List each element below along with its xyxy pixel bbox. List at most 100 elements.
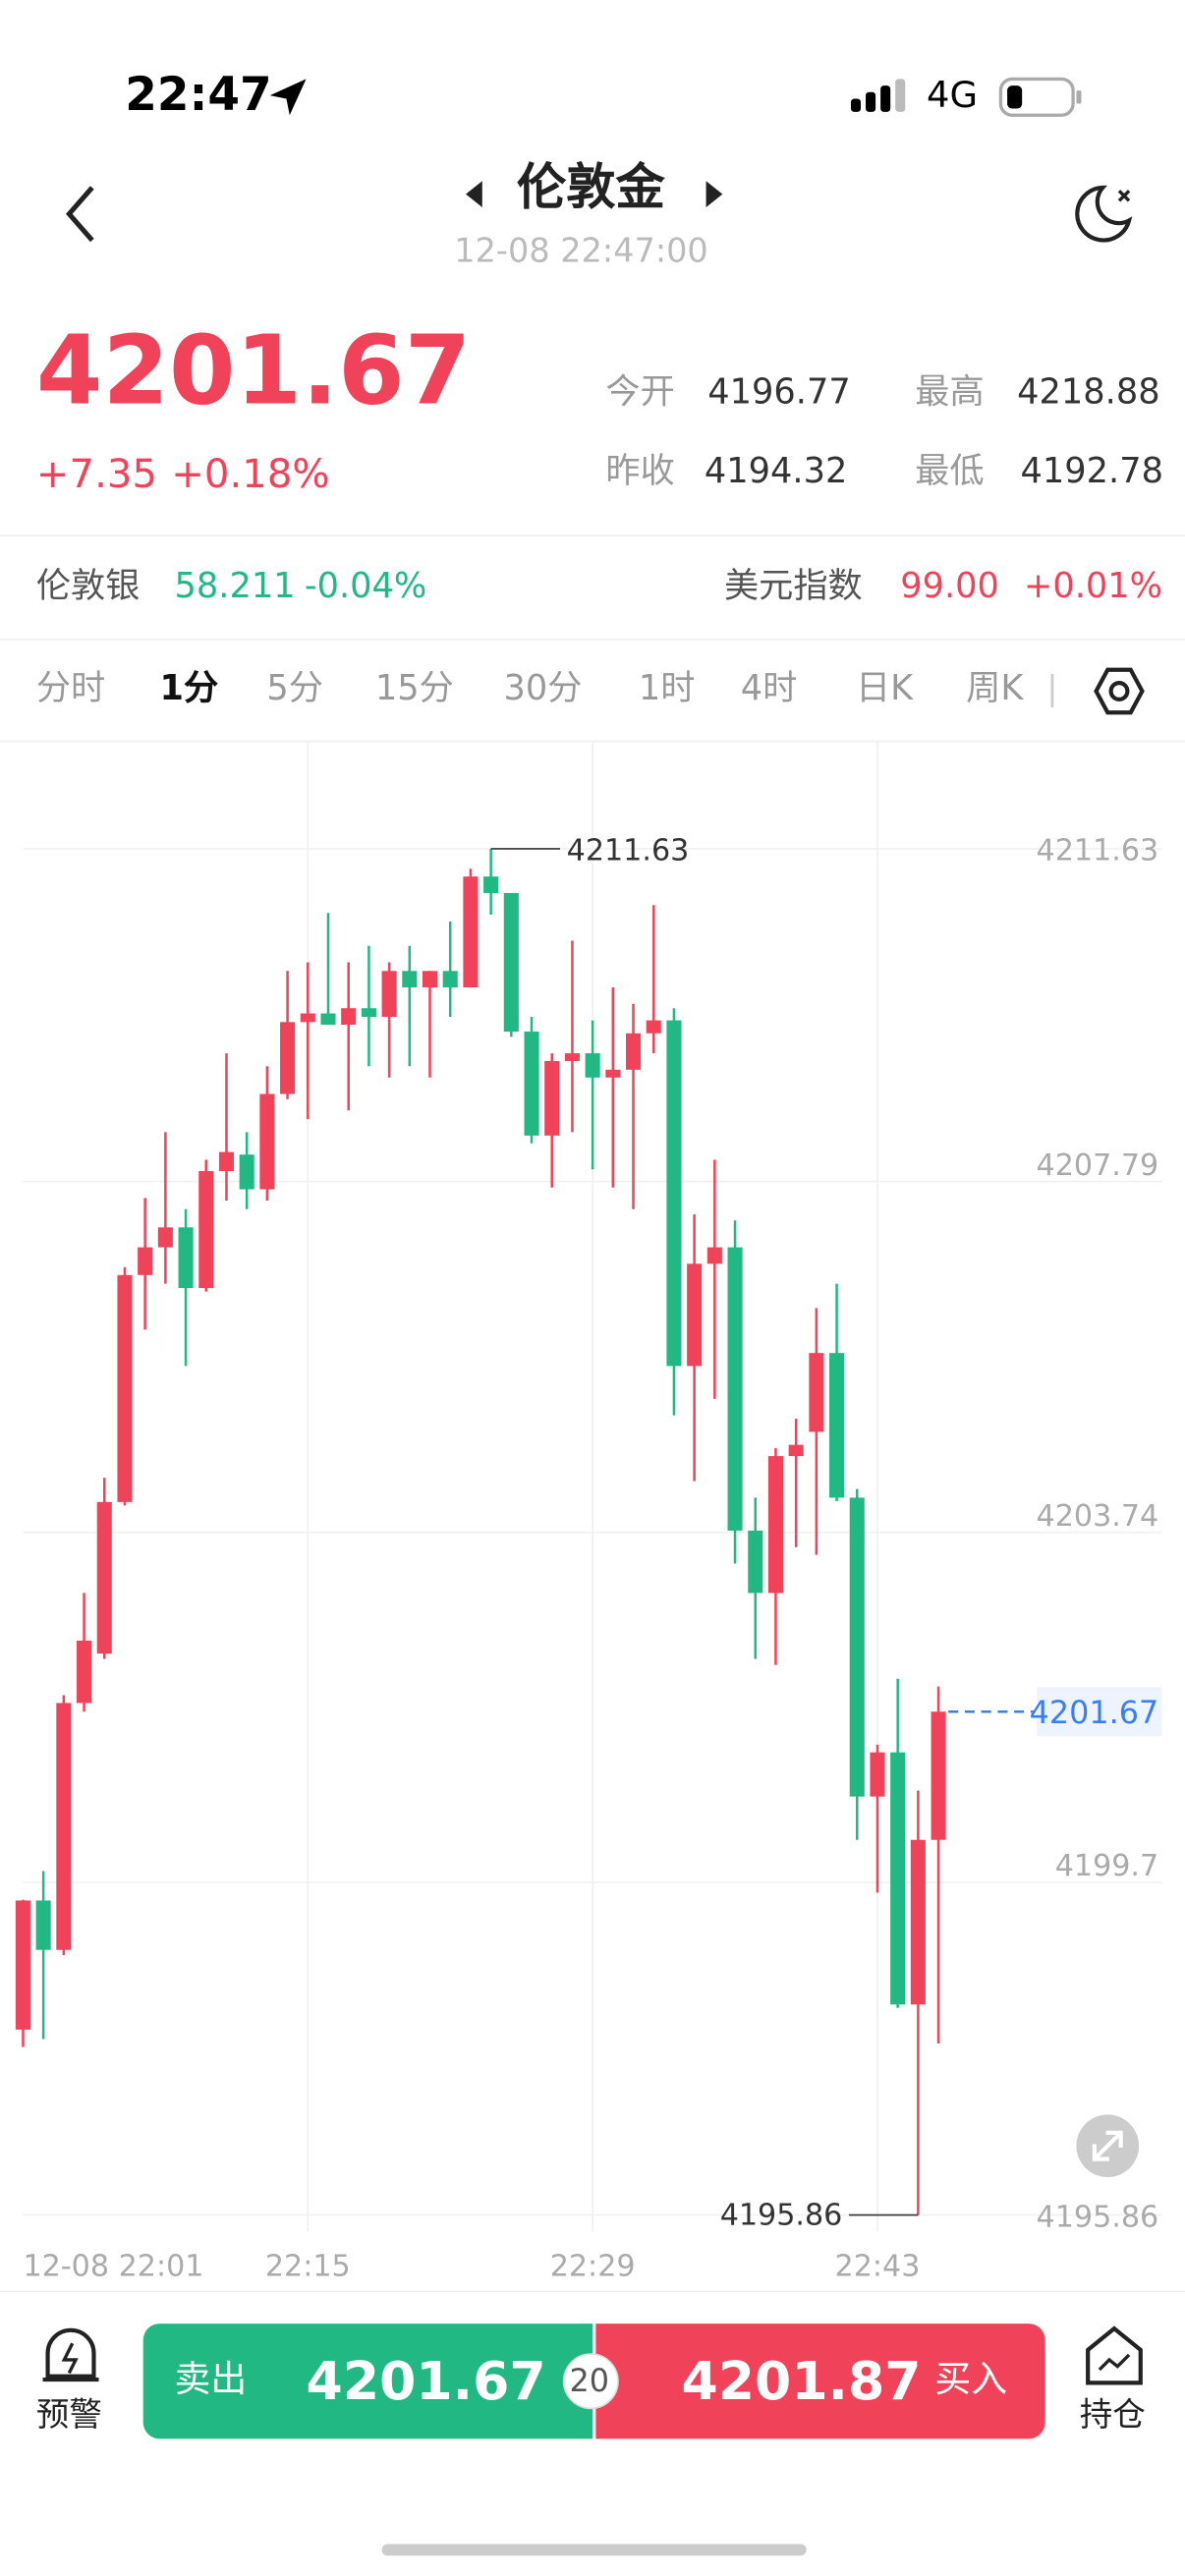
candle-body [727, 1247, 743, 1531]
tab[interactable]: 15分 [374, 668, 454, 708]
stat-value: 4194.32 [704, 450, 848, 491]
candle-body [809, 1353, 824, 1432]
candle-body [320, 1013, 336, 1025]
tab-separator: | [1046, 668, 1058, 708]
sell-label: 卖出 [174, 2359, 248, 2401]
y-tick-label: 4203.74 [1037, 1499, 1159, 1534]
home-indicator [381, 2544, 807, 2556]
divider [0, 638, 1185, 641]
alert-label[interactable]: 预警 [35, 2394, 102, 2435]
candle-body [524, 1032, 539, 1136]
settings-button[interactable] [1093, 665, 1146, 718]
status-time: 22:47 [125, 67, 272, 122]
candle-body [422, 971, 438, 988]
next-arrow[interactable] [698, 178, 731, 211]
related-pct: -0.04% [304, 566, 427, 606]
price: 4201.67 [35, 313, 472, 426]
divider [0, 2290, 1185, 2293]
candle-body [218, 1151, 235, 1171]
alert-icon[interactable] [39, 2324, 102, 2389]
candle-body [361, 1008, 376, 1018]
tab[interactable]: 日K [856, 668, 914, 708]
related-name[interactable]: 伦敦银 [35, 566, 141, 606]
y-tick-label: 4207.79 [1037, 1148, 1159, 1183]
last-price-label: 4201.67 [1030, 1694, 1159, 1731]
y-tick-label: 4199.7 [1055, 1849, 1158, 1883]
location-icon [269, 79, 307, 116]
candle-body [157, 1227, 173, 1248]
signal-icon [850, 79, 906, 112]
x-tick-label: 22:29 [550, 2250, 636, 2284]
candle-body [706, 1247, 722, 1264]
back-button[interactable] [49, 181, 115, 247]
candle-body [402, 971, 418, 988]
x-tick-label: 22:43 [835, 2250, 921, 2284]
candle-body [544, 1061, 560, 1136]
position-label[interactable]: 持仓 [1079, 2394, 1146, 2435]
x-tick-label: 12-08 22:01 [23, 2250, 203, 2284]
buy-button[interactable] [595, 2324, 1045, 2439]
candle-body [381, 971, 397, 1018]
tab[interactable]: 5分 [266, 668, 323, 708]
stat-label: 今开 [605, 371, 675, 412]
candle-body [198, 1170, 214, 1289]
tab[interactable]: 4时 [740, 668, 798, 708]
candle-body [138, 1247, 153, 1275]
buy-price: 4201.87 [681, 2349, 922, 2413]
candle-body [280, 1022, 296, 1094]
related-price: 58.211 [174, 566, 296, 606]
y-tick-label: 4211.63 [1037, 834, 1159, 868]
tab[interactable]: 1分 [159, 668, 219, 708]
subtitle: 12-08 22:47:00 [454, 230, 708, 270]
candle-body [687, 1263, 703, 1367]
candle-body [564, 1053, 580, 1062]
candle-body [666, 1020, 682, 1367]
tab[interactable]: 周K [966, 668, 1024, 708]
high-label: 4211.63 [567, 834, 690, 868]
stat-label: 昨收 [605, 450, 675, 491]
last-price-box [1037, 1687, 1162, 1737]
candle-body [463, 876, 479, 988]
related-price: 99.00 [900, 566, 999, 606]
candle-body [646, 1020, 661, 1034]
change-pct: +0.18% [171, 450, 330, 497]
stat-label: 最低 [915, 450, 985, 491]
stat-value: 4192.78 [1020, 450, 1163, 491]
candle-body [300, 1013, 315, 1023]
candle-body [585, 1053, 600, 1078]
stat-value: 4196.77 [707, 371, 851, 412]
network: 4G [927, 76, 979, 117]
theme-toggle[interactable] [1066, 178, 1142, 253]
tab[interactable]: 分时 [35, 668, 106, 708]
low-label: 4195.86 [720, 2199, 843, 2233]
position-icon[interactable] [1083, 2324, 1146, 2389]
candle-body [483, 876, 499, 893]
candle-body [829, 1353, 845, 1498]
candle-body [626, 1033, 642, 1070]
candle-body [96, 1501, 112, 1654]
spread: 20 [569, 2363, 610, 2400]
prev-arrow[interactable] [458, 178, 491, 211]
candle-body [910, 1839, 926, 2005]
spread-badge [562, 2353, 619, 2410]
candle-body [748, 1530, 763, 1594]
candle-body [35, 1900, 51, 1950]
candle-body [767, 1456, 783, 1594]
candle-body [117, 1274, 133, 1502]
tab[interactable]: 30分 [503, 668, 583, 708]
related-pct: +0.01% [1023, 566, 1163, 606]
title: 伦敦金 [516, 159, 665, 218]
candle-body [56, 1703, 72, 1950]
candle-body [788, 1444, 804, 1457]
related-name[interactable]: 美元指数 [724, 566, 863, 606]
tab[interactable]: 1时 [638, 668, 696, 708]
expand-icon [1092, 2130, 1123, 2161]
battery-icon [998, 77, 1082, 117]
sell-button[interactable] [142, 2324, 593, 2439]
change: +7.35 [35, 450, 158, 497]
candle-body [77, 1640, 92, 1704]
candle-body [890, 1752, 906, 2005]
x-tick-label: 22:15 [265, 2250, 351, 2284]
